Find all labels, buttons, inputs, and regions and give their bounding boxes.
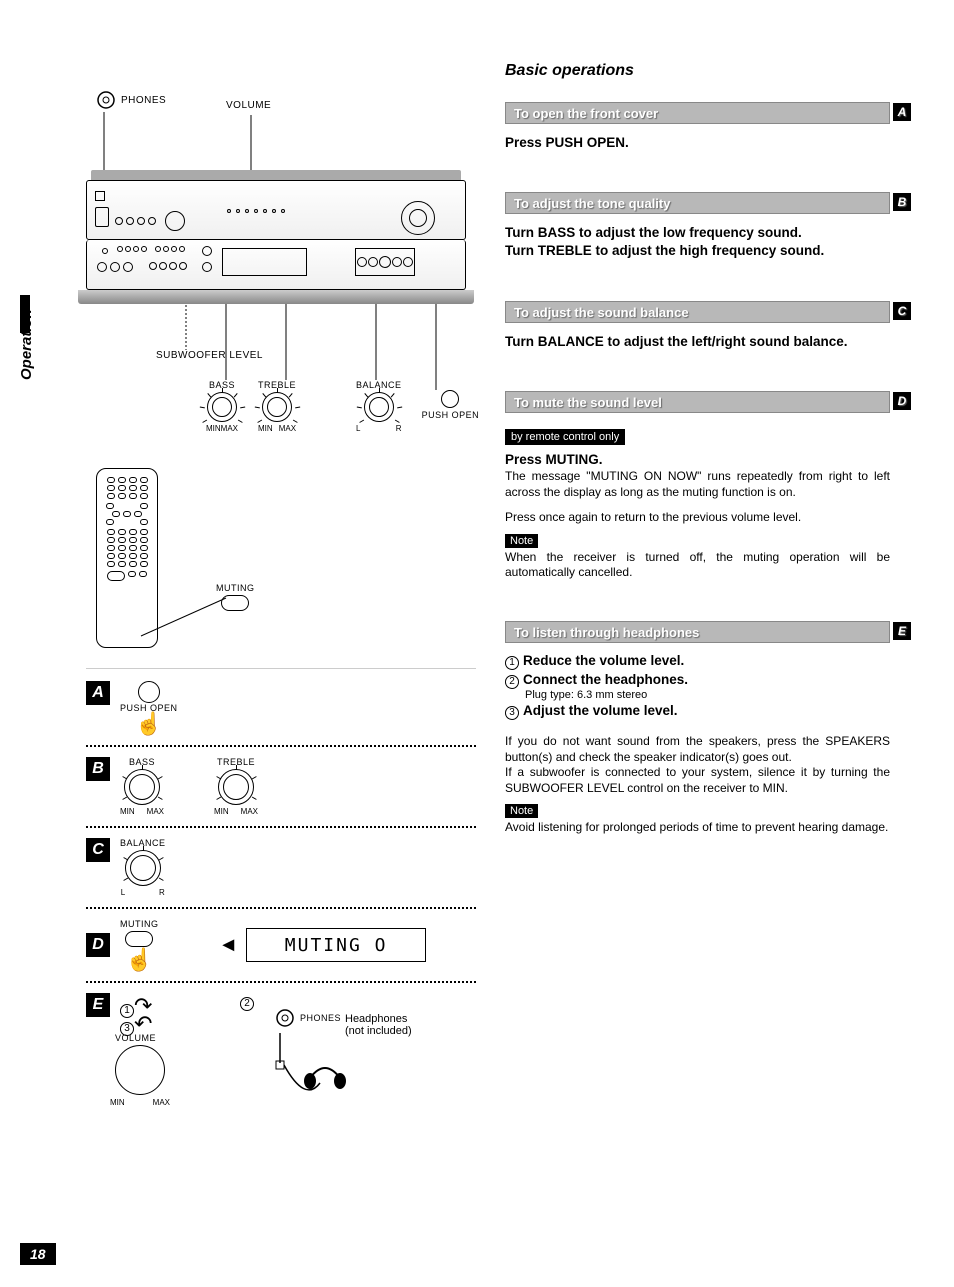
treble-step-knob [218,769,254,805]
page-number: 18 [20,1243,56,1265]
header-a-text: To open the front cover [514,106,658,121]
step-marker-e: E [86,993,110,1017]
left-diagram-column: PHONES VOLUME [86,90,476,1119]
subwoofer-label: SUBWOOFER LEVEL [156,350,263,361]
volume-step-label: VOLUME [115,1033,156,1043]
note-d: When the receiver is turned off, the mut… [505,550,890,581]
header-b-text: To adjust the tone quality [514,196,670,211]
remote-diagram: MUTING [86,458,476,668]
receiver-diagram: PHONES VOLUME [86,90,476,450]
section-title: Basic operations [505,62,890,80]
body-d-msg: The message "MUTING ON NOW" runs repeate… [505,469,890,500]
header-e-text: To listen through headphones [514,625,699,640]
phones-step-label: PHONES [300,1013,341,1023]
header-e: To listen through headphones E [505,621,890,643]
marker-e: E [893,622,911,640]
body-b1: Turn BASS to adjust the low frequency so… [505,224,890,242]
step-e2: Connect the headphones. [523,672,688,687]
receiver-bottom-unit [86,240,466,290]
balance-knob-icon [364,392,394,422]
volume-knob-icon [115,1045,165,1095]
hand-icon: ☝ [120,713,178,735]
display-text: MUTING O [285,935,388,956]
body-b2: Turn TREBLE to adjust the high frequency… [505,242,890,260]
body-c: Turn BALANCE to adjust the left/right so… [505,333,890,351]
para-e1: If you do not want sound from the speake… [505,734,890,765]
marker-d: D [893,392,911,410]
note-badge-e: Note [505,804,538,818]
step-marker-d: D [86,933,110,957]
push-open-button-icon [441,390,459,408]
headphone-icon [260,1033,350,1103]
header-c-text: To adjust the sound balance [514,305,689,320]
bass-knob-icon [207,392,237,422]
max-label: MAX [153,1098,170,1107]
right-text-column: Basic operations To open the front cover… [505,62,890,836]
header-a: To open the front cover A [505,102,890,124]
note-e: Avoid listening for prolonged periods of… [505,820,890,836]
note-badge-d: Note [505,534,538,548]
header-d: To mute the sound level D [505,391,890,413]
receiver-top-unit [86,180,466,240]
push-open-label-small: PUSH OPEN [422,410,480,420]
muting-label: MUTING [216,583,255,593]
push-open-circle-icon [138,681,160,703]
marker-a: A [893,103,911,121]
body-d-again: Press once again to return to the previo… [505,510,890,526]
phones-jack-step-icon [275,1008,295,1028]
min-label: MIN [110,1098,125,1107]
step-e2-sub: Plug type: 6.3 mm stereo [525,689,890,701]
muting-button-icon [221,595,249,611]
display-panel: MUTING O [246,928,426,962]
bass-step-knob [124,769,160,805]
para-e2: If a subwoofer is connected to your syst… [505,765,890,796]
step-e1: Reduce the volume level. [523,653,684,668]
sub-badge-d: by remote control only [505,429,625,445]
step-marker-b: B [86,757,110,781]
step-marker-a: A [86,681,110,705]
side-tab-label: Operation [18,309,35,380]
not-included-label: (not included) [345,1025,412,1037]
hand-icon: ☝ [120,949,159,971]
muting-step-label: MUTING [120,919,159,929]
body-d-press: Press MUTING. [505,451,890,469]
muting-step-button [125,931,153,947]
header-b: To adjust the tone quality B [505,192,890,214]
arrow-left-icon: ◄ [218,934,238,957]
marker-b: B [893,193,911,211]
step-diagrams: A PUSH OPEN ☝ B BASS MINMAX TREBLE [86,668,476,1119]
step-e3: Adjust the volume level. [523,703,678,718]
remote-leader [86,458,346,668]
marker-c: C [893,302,911,320]
header-d-text: To mute the sound level [514,395,662,410]
header-c: To adjust the sound balance C [505,301,890,323]
balance-step-knob [125,850,161,886]
step-marker-c: C [86,838,110,862]
headphones-label: Headphones [345,1013,412,1025]
step-list-e: 1Reduce the volume level. 2Connect the h… [505,653,890,720]
treble-knob-icon [262,392,292,422]
body-a: Press PUSH OPEN. [505,134,890,152]
